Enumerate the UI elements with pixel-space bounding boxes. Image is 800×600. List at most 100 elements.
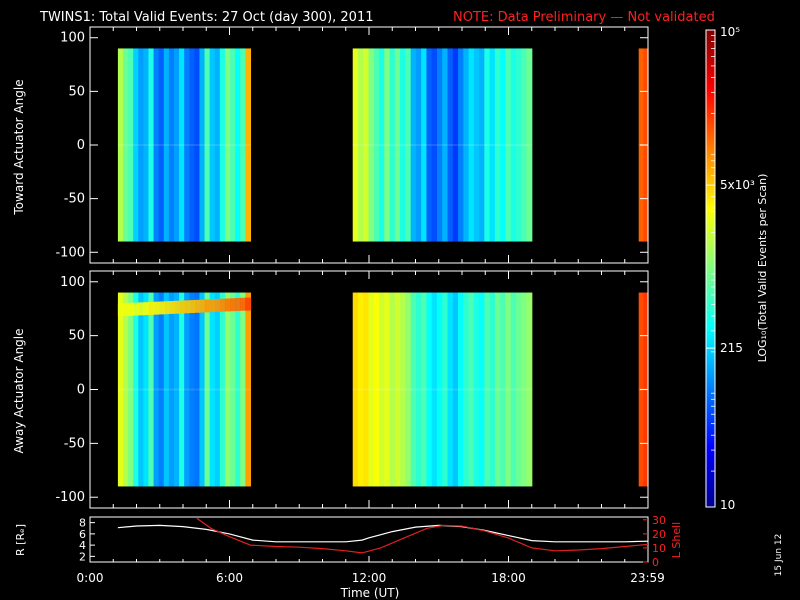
heatmap-column (219, 292, 226, 487)
away-heatmap-panel: 100 50 0 -50 -100 (55, 270, 649, 509)
heatmap-column (117, 292, 124, 487)
heatmap-band-cell (189, 300, 195, 314)
heatmap-column (148, 48, 155, 242)
date-stamp: 15 Jun 12 (774, 534, 784, 577)
chart-title: TWINS1: Total Valid Events: 27 Oct (day … (39, 10, 374, 25)
ytick-label: -50 (64, 192, 85, 207)
heatmap-column (153, 292, 160, 487)
orbit-ylabel-right: L Shell (670, 522, 683, 558)
orbit-ytick-right-label: 30 (652, 514, 666, 527)
heatmap-column (368, 48, 375, 242)
orbit-frame (89, 516, 649, 563)
heatmap-column (447, 292, 454, 487)
ytick-label: 0 (77, 383, 85, 398)
colorbar-tick-label: 215 (720, 341, 743, 355)
heatmap-column (204, 292, 211, 487)
orbit-ytick-left-label: 2 (79, 550, 86, 563)
heatmap-column (447, 48, 454, 242)
orbit-xtick-label: 12:00 (352, 571, 387, 585)
heatmap-column (526, 48, 533, 242)
heatmap-column (442, 292, 449, 487)
heatmap-column (463, 48, 470, 242)
heatmap-band-cell (163, 301, 170, 315)
heatmap-column (357, 292, 364, 487)
heatmap-column (158, 292, 165, 487)
r-distance-line (117, 524, 649, 543)
heatmap-column (400, 48, 406, 242)
heatmap-column (235, 292, 241, 487)
heatmap-column (400, 292, 406, 487)
heatmap-column (468, 48, 475, 242)
heatmap-band-cell (219, 298, 226, 312)
heatmap-column (352, 292, 359, 487)
heatmap-column (224, 292, 231, 487)
colorbar-tick-label: 5x10³ (720, 178, 755, 192)
heatmap-column (468, 292, 475, 487)
heatmap-column (209, 48, 216, 242)
heatmap-column (168, 292, 175, 487)
heatmap-band-cell (123, 303, 129, 317)
heatmap-column (463, 292, 470, 487)
heatmap-column (489, 292, 496, 487)
heatmap-column (214, 292, 221, 487)
heatmap-column (394, 292, 401, 487)
heatmap-column (133, 48, 139, 242)
heatmap-band-cell (245, 297, 252, 311)
colorbar-tick-label: 10⁵ (720, 25, 740, 39)
heatmap-column (189, 48, 195, 242)
heatmap-column (521, 48, 528, 242)
heatmap-column (368, 292, 375, 487)
heatmap-column (426, 292, 433, 487)
heatmap-column (500, 48, 507, 242)
zero-angle-stripe (117, 388, 251, 391)
heatmap-band-cell (209, 299, 216, 313)
heatmap-column (436, 292, 443, 487)
heatmap-column (235, 48, 241, 242)
heatmap-column (179, 292, 185, 487)
heatmap-column (415, 48, 422, 242)
heatmap-column (173, 292, 180, 487)
heatmap-band-cell (235, 298, 241, 311)
ytick-label: 0 (77, 138, 85, 153)
orbit-xtick-label: 23:59 (630, 571, 665, 585)
orbit-ytick-right-label: 20 (652, 528, 666, 541)
heatmap-band-cell (133, 302, 139, 316)
zero-angle-stripe (352, 388, 532, 391)
heatmap-band-cell (153, 301, 160, 315)
heatmap-band-cell (128, 302, 134, 316)
heatmap-column (189, 292, 195, 487)
zero-angle-stripe (352, 144, 532, 146)
heatmap-column (128, 292, 134, 487)
heatmap-column (379, 292, 385, 487)
heatmap-column (410, 48, 417, 242)
ytick-label: -100 (55, 245, 85, 260)
heatmap-column (494, 292, 501, 487)
heatmap-column (384, 48, 391, 242)
heatmap-column (436, 48, 443, 242)
heatmap-column (138, 292, 144, 487)
heatmap-column (515, 48, 522, 242)
heatmap-band-cell (117, 303, 124, 317)
heatmap-column (479, 48, 485, 242)
heatmap-column (389, 292, 396, 487)
heatmap-column (143, 48, 150, 242)
heatmap-column (158, 48, 165, 242)
heatmap-column (484, 292, 491, 487)
heatmap-column (230, 292, 236, 487)
heatmap-column (153, 48, 160, 242)
orbit-ytick-left-label: 4 (79, 539, 86, 552)
toward-ylabel: Toward Actuator Angle (12, 79, 26, 215)
heatmap-column (473, 48, 480, 242)
ytick-label: 50 (68, 84, 85, 99)
orbit-xlabel: Time (UT) (340, 586, 400, 600)
orbit-ylabel-left: R [Rₑ] (14, 524, 27, 556)
heatmap-column (173, 48, 180, 242)
heatmap-column (515, 292, 522, 487)
heatmap-column (357, 48, 364, 242)
heatmap-column (214, 48, 221, 242)
heatmap-column (452, 48, 459, 242)
heatmap-column (473, 292, 480, 487)
heatmap-column (452, 292, 459, 487)
